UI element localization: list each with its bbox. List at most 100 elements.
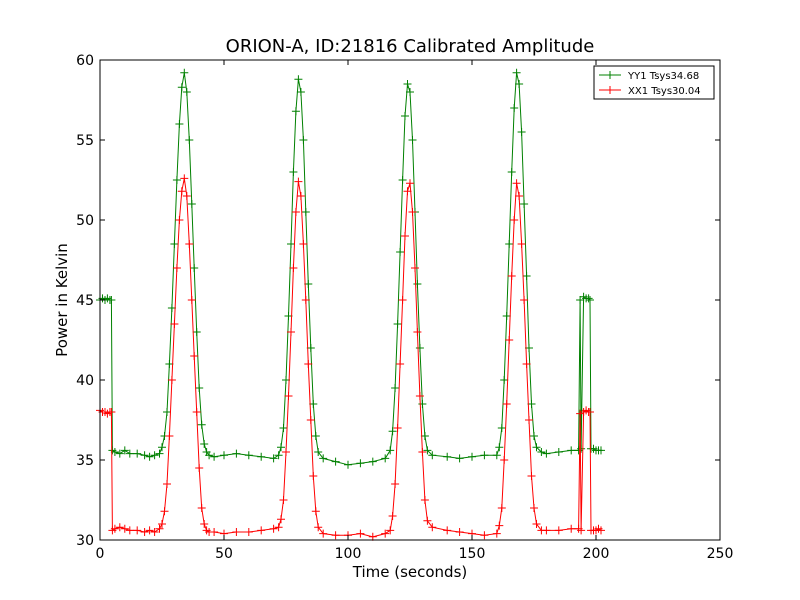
data-point <box>455 528 464 536</box>
series-layer <box>96 68 605 541</box>
data-point <box>192 328 201 336</box>
data-point <box>393 424 402 432</box>
data-point <box>140 451 149 460</box>
data-point <box>468 452 476 461</box>
data-point <box>279 496 288 504</box>
data-point <box>500 456 509 464</box>
data-point <box>396 248 405 256</box>
data-point <box>155 449 164 458</box>
data-point <box>187 200 196 208</box>
data-point <box>586 296 594 304</box>
y-tick-label: 55 <box>76 133 94 149</box>
data-point <box>530 432 538 440</box>
data-point <box>403 80 412 88</box>
data-point <box>522 360 531 368</box>
data-point <box>309 400 318 408</box>
data-point <box>163 408 171 416</box>
data-point <box>180 174 189 183</box>
data-point <box>428 523 437 532</box>
data-point <box>182 192 191 200</box>
data-point <box>597 446 605 455</box>
data-point <box>319 454 328 463</box>
data-point <box>515 80 524 88</box>
data-point <box>160 507 169 516</box>
data-point <box>190 264 199 272</box>
y-tick-label: 30 <box>76 533 94 549</box>
data-point <box>282 448 290 456</box>
data-point <box>257 452 266 461</box>
data-point <box>150 451 159 460</box>
data-point <box>304 360 313 368</box>
data-point <box>133 526 142 535</box>
data-point <box>163 480 171 488</box>
data-point <box>492 451 501 460</box>
data-point <box>527 400 536 408</box>
data-point <box>408 136 417 144</box>
data-point <box>510 216 519 224</box>
data-point <box>368 532 377 541</box>
data-point <box>125 526 134 535</box>
data-point <box>577 526 586 535</box>
data-point <box>391 384 400 392</box>
data-point <box>443 452 452 461</box>
data-point <box>396 360 405 368</box>
data-point <box>175 120 184 128</box>
data-point <box>279 424 288 432</box>
data-point <box>120 446 129 455</box>
data-point <box>525 416 533 424</box>
data-point <box>291 208 300 216</box>
data-point <box>172 264 181 272</box>
x-tick-label: 200 <box>583 546 610 562</box>
data-point <box>289 264 298 272</box>
data-point <box>368 457 377 466</box>
data-point <box>495 521 504 530</box>
data-point <box>443 526 452 535</box>
data-point <box>401 112 409 120</box>
y-tick-label: 35 <box>76 453 94 469</box>
data-point <box>269 454 278 463</box>
data-point <box>381 529 390 538</box>
data-point <box>381 454 390 463</box>
data-point <box>356 459 365 468</box>
data-point <box>520 200 529 208</box>
data-point <box>331 531 340 540</box>
data-point <box>220 451 228 460</box>
data-point <box>420 432 429 440</box>
data-point <box>155 524 164 533</box>
data-point <box>401 232 409 240</box>
data-point <box>115 449 124 458</box>
data-point <box>388 512 397 520</box>
data-point <box>527 472 536 480</box>
data-point <box>386 526 395 535</box>
data-point <box>554 526 563 535</box>
data-point <box>210 528 219 536</box>
data-point <box>497 504 506 512</box>
data-point <box>542 526 551 535</box>
data-point <box>480 531 489 540</box>
legend-swatch-marker <box>606 86 614 94</box>
data-point <box>274 451 283 460</box>
data-point <box>532 443 541 452</box>
data-point <box>507 168 516 176</box>
data-point <box>291 107 300 116</box>
data-point <box>177 83 186 92</box>
data-point <box>301 296 310 304</box>
data-point <box>277 515 285 524</box>
data-point <box>500 376 509 384</box>
data-point <box>314 448 323 456</box>
data-point <box>554 448 563 456</box>
data-point <box>413 280 422 288</box>
data-point <box>408 208 417 216</box>
data-point <box>145 526 154 535</box>
axis-ticks: 0 50 100 150 200 250 30 35 40 45 50 55 60 <box>76 53 733 562</box>
data-point <box>301 208 310 216</box>
data-point <box>530 504 538 512</box>
data-point <box>311 432 320 440</box>
data-point <box>197 504 206 512</box>
y-tick-label: 50 <box>76 213 94 229</box>
data-point <box>406 179 414 188</box>
data-point <box>165 432 174 440</box>
data-point <box>185 240 194 248</box>
data-point <box>388 427 397 436</box>
